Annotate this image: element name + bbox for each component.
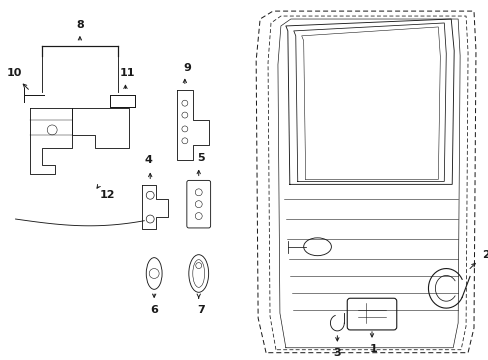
- Text: 10: 10: [7, 68, 22, 78]
- Text: 1: 1: [369, 344, 377, 354]
- Text: 12: 12: [100, 190, 115, 200]
- Text: 2: 2: [481, 250, 488, 260]
- Text: 4: 4: [144, 155, 152, 165]
- Text: 11: 11: [120, 68, 135, 78]
- Text: 9: 9: [183, 63, 190, 72]
- Text: 6: 6: [150, 305, 158, 315]
- Text: 3: 3: [333, 348, 341, 358]
- Text: 5: 5: [197, 153, 204, 163]
- Text: 7: 7: [197, 305, 204, 315]
- Text: 8: 8: [76, 20, 83, 30]
